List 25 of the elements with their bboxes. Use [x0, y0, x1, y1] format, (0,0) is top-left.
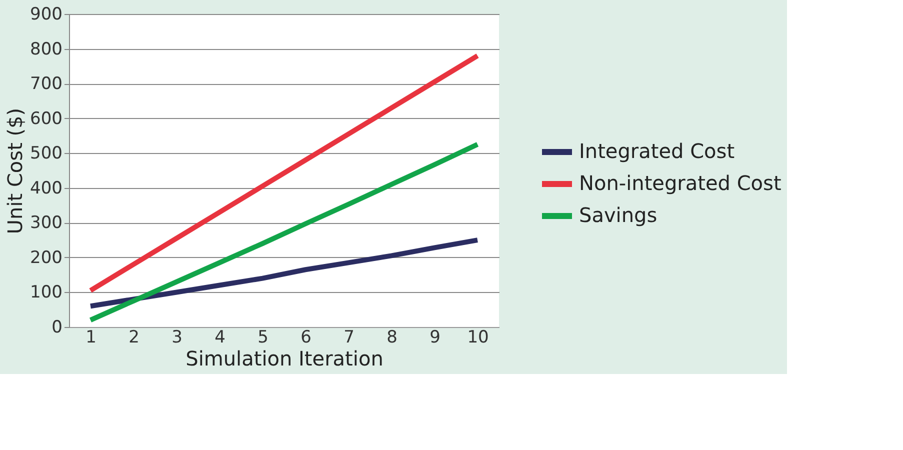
- legend-label: Integrated Cost: [579, 139, 735, 163]
- x-axis-title: Simulation Iteration: [186, 346, 384, 370]
- x-tick-label: 3: [172, 328, 182, 348]
- legend-label: Non-integrated Cost: [579, 171, 782, 195]
- x-tick-label: 5: [258, 328, 268, 348]
- x-tick-label: 10: [467, 328, 489, 348]
- x-tick-label: 2: [128, 328, 140, 348]
- y-tick-label: 900: [30, 4, 62, 24]
- x-tick-label: 6: [300, 328, 312, 348]
- y-tick-label: 600: [30, 108, 62, 129]
- x-tick-label: 9: [430, 328, 440, 348]
- x-tick-label: 7: [344, 328, 354, 348]
- y-tick-label: 0: [52, 318, 62, 338]
- y-tick-label: 700: [30, 74, 62, 94]
- y-tick-label: 800: [30, 39, 62, 60]
- y-tick-label: 100: [30, 282, 62, 303]
- y-tick-label: 200: [30, 248, 62, 268]
- x-tick-label: 4: [214, 328, 226, 348]
- y-tick-label: 300: [30, 213, 62, 234]
- legend-label: Savings: [579, 203, 658, 227]
- x-tick-label: 1: [86, 328, 96, 348]
- y-tick-label: 400: [30, 178, 62, 198]
- y-tick-label: 500: [30, 144, 62, 164]
- x-tick-label: 8: [386, 328, 398, 348]
- y-axis-title: Unit Cost ($): [3, 108, 28, 234]
